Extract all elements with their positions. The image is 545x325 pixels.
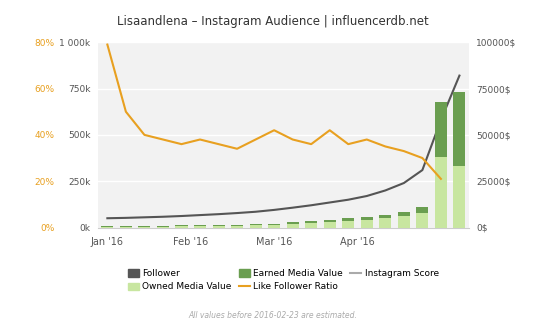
Bar [101,226,113,227]
Bar [268,224,280,225]
Bar [268,225,280,228]
Bar [157,226,169,227]
Bar [453,92,465,166]
Bar [213,225,225,226]
Bar [435,101,447,157]
Bar [194,226,206,227]
Bar [342,221,354,228]
Bar [416,207,428,213]
Bar [194,225,206,226]
Bar [213,226,225,227]
Bar [361,220,373,227]
Bar [398,216,410,228]
Bar [120,226,132,227]
Bar [342,218,354,221]
Text: All values before 2016-02-23 are estimated.: All values before 2016-02-23 are estimat… [188,311,357,320]
Bar [361,217,373,220]
Bar [175,226,187,227]
Bar [435,157,447,228]
Bar [324,222,336,228]
Bar [231,225,243,226]
Bar [305,221,317,223]
Bar [231,226,243,227]
Bar [287,222,299,224]
Text: Lisaandlena – Instagram Audience | influencerdb.net: Lisaandlena – Instagram Audience | influ… [117,15,428,28]
Bar [250,224,262,225]
Legend: Follower, Owned Media Value, Earned Media Value, Like Follower Ratio, Instagram : Follower, Owned Media Value, Earned Medi… [124,265,443,295]
Bar [305,223,317,227]
Bar [250,225,262,228]
Bar [287,224,299,228]
Bar [379,214,391,218]
Bar [416,213,428,228]
Bar [379,218,391,227]
Bar [398,212,410,216]
Bar [324,220,336,222]
Bar [138,226,150,227]
Bar [453,166,465,228]
